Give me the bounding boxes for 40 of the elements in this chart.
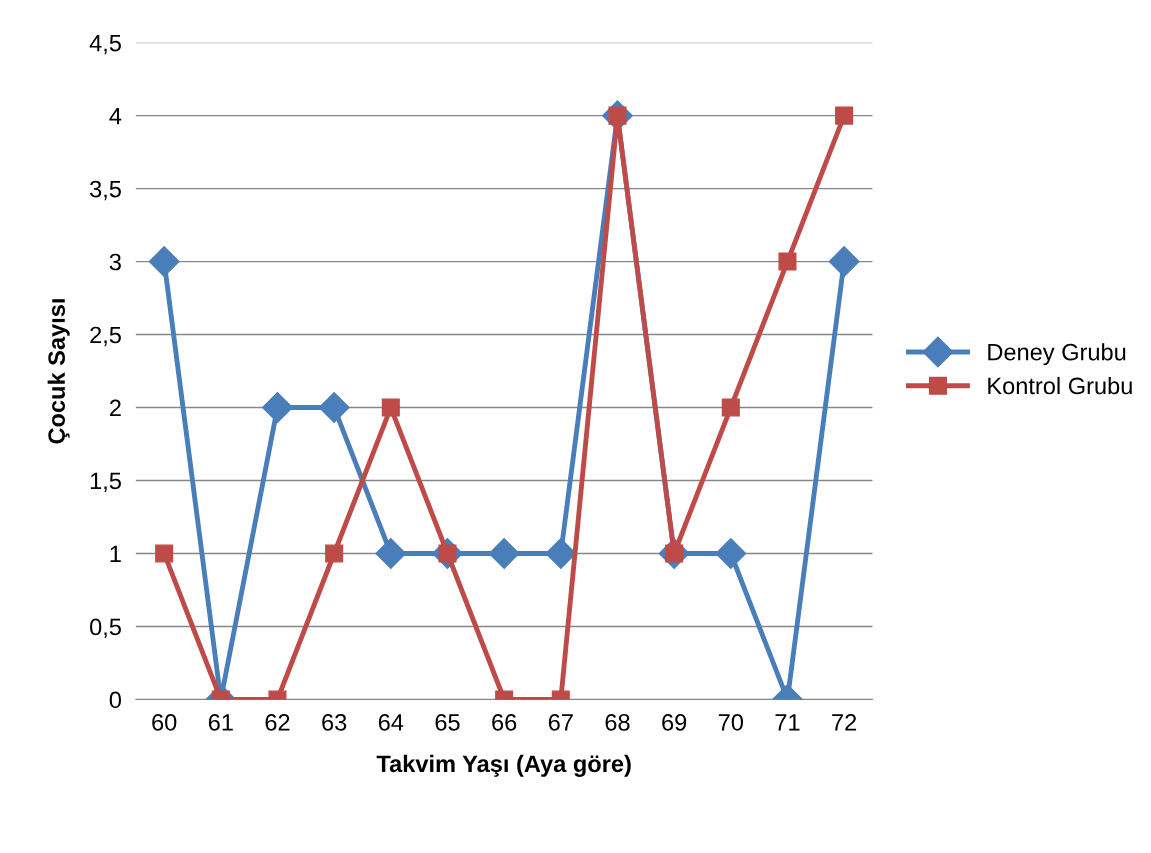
- x-tick-label: 61: [208, 713, 233, 731]
- x-tick-label: 60: [152, 713, 177, 731]
- point: [381, 398, 400, 417]
- y-tick-label: 3,5: [90, 180, 121, 201]
- x-tick-label: 64: [378, 713, 404, 731]
- x-tick-label: 65: [435, 713, 460, 731]
- x-tick-label: 63: [322, 713, 347, 731]
- x-tick-label: 68: [605, 713, 630, 731]
- point: [715, 538, 747, 569]
- x-tick-label: 70: [718, 713, 744, 731]
- x-tick-label: 67: [548, 713, 573, 731]
- y-tick-label: 4,5: [89, 34, 121, 55]
- point: [318, 392, 350, 423]
- point: [835, 106, 854, 125]
- x-tick-label: 66: [492, 713, 517, 731]
- point: [778, 252, 797, 271]
- y-tick-label: 3: [109, 253, 121, 271]
- legend-label: Deney Grubu: [988, 343, 1126, 366]
- point: [325, 544, 344, 563]
- x-axis-title: Takvim Yaşı (Aya göre): [376, 754, 631, 777]
- point: [262, 392, 293, 423]
- point: [828, 246, 860, 278]
- point: [375, 538, 407, 569]
- x-tick-label: 69: [662, 713, 687, 731]
- legend-label: Kontrol Grubu: [988, 376, 1132, 395]
- y-tick-label: 4: [109, 107, 122, 125]
- point: [155, 544, 174, 563]
- y-tick-label: 1: [110, 545, 121, 563]
- point: [488, 538, 520, 569]
- x-tick-label: 71: [775, 714, 800, 731]
- y-tick-label: 0: [109, 691, 122, 709]
- y-tick-label: 2: [109, 399, 121, 417]
- point: [721, 398, 740, 417]
- x-tick-label: 62: [265, 713, 290, 731]
- y-tick-label: 2,5: [90, 326, 121, 347]
- y-axis-title: Çocuk Sayısı: [47, 299, 70, 444]
- y-tick-label: 0,5: [90, 618, 121, 639]
- point: [148, 246, 180, 278]
- x-tick-label: 72: [832, 713, 857, 731]
- y-tick-label: 1,5: [90, 472, 121, 493]
